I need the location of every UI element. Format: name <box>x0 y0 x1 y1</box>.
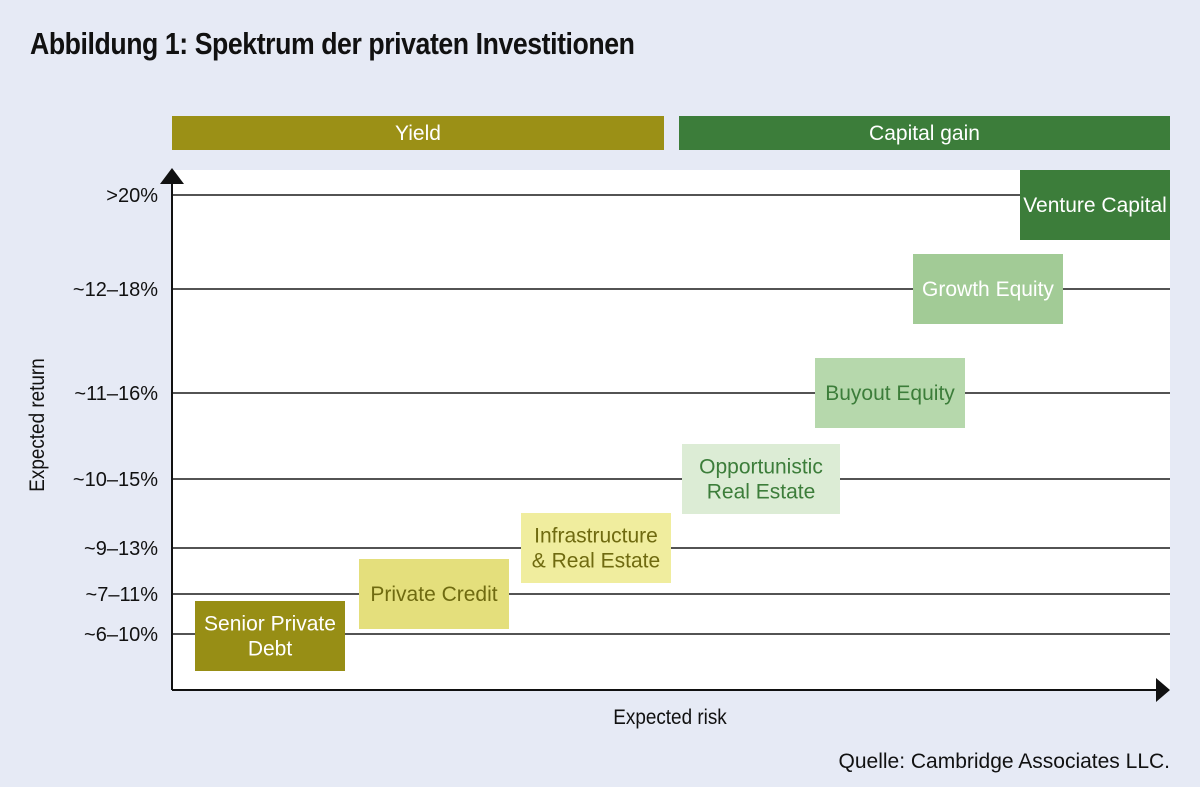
box-label-infrastructure-real-estate: & Real Estate <box>532 550 660 573</box>
box-label-opportunistic-real-estate: Opportunistic <box>699 456 823 479</box>
box-label-venture-capital: Venture Capital <box>1023 194 1167 217</box>
box-infrastructure-real-estate <box>521 513 671 583</box>
box-label-growth-equity: Growth Equity <box>922 278 1054 301</box>
y-tick-label: ~12–18% <box>73 279 158 301</box>
box-label-opportunistic-real-estate: Real Estate <box>707 481 816 504</box>
x-axis-arrow <box>1156 678 1170 702</box>
chart-title: Abbildung 1: Spektrum der privaten Inves… <box>30 26 635 61</box>
y-tick-label: >20% <box>106 185 158 207</box>
source-note: Quelle: Cambridge Associates LLC. <box>838 750 1171 773</box>
x-axis-label: Expected risk <box>613 706 727 729</box>
box-label-buyout-equity: Buyout Equity <box>825 382 955 405</box>
y-axis-label: Expected return <box>26 358 49 492</box>
band-yield <box>172 116 664 150</box>
band-capital-gain <box>679 116 1170 150</box>
box-growth-equity <box>913 254 1063 324</box>
y-tick-label: ~9–13% <box>84 538 158 560</box>
box-opportunistic-real-estate <box>682 444 840 514</box>
y-tick-label: ~11–16% <box>74 383 158 405</box>
box-senior-private-debt <box>195 601 345 671</box>
box-label-senior-private-debt: Debt <box>248 638 293 661</box>
box-label-infrastructure-real-estate: Infrastructure <box>534 525 658 548</box>
y-tick-label: ~7–11% <box>86 584 159 606</box>
band-label-yield: Yield <box>395 122 441 145</box>
box-private-credit <box>359 559 509 629</box>
y-tick-label: ~6–10% <box>84 624 158 646</box>
band-label-capital-gain: Capital gain <box>869 122 980 145</box>
y-tick-label: ~10–15% <box>73 469 158 491</box>
box-buyout-equity <box>815 358 965 428</box>
box-venture-capital <box>1020 170 1170 240</box>
y-axis-arrow <box>160 168 184 184</box>
box-label-senior-private-debt: Senior Private <box>204 613 336 636</box>
box-label-private-credit: Private Credit <box>370 583 497 606</box>
